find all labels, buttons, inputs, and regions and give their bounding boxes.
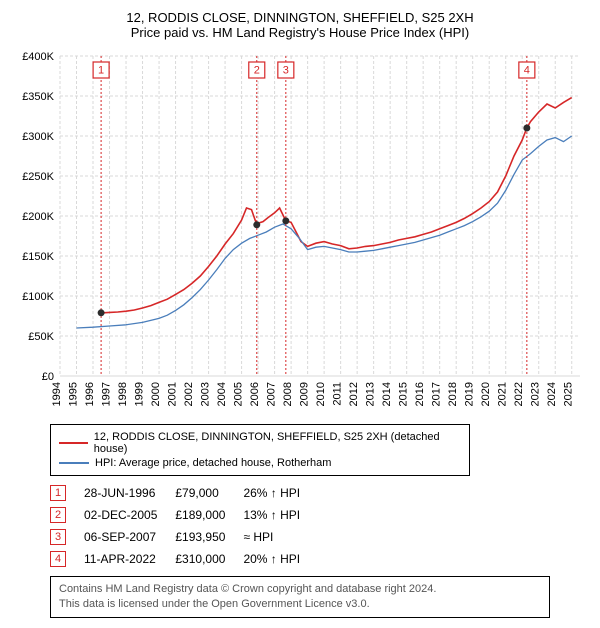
- svg-text:2006: 2006: [249, 382, 261, 406]
- svg-text:1: 1: [98, 64, 104, 76]
- legend-swatch: [59, 442, 88, 444]
- svg-text:£0: £0: [42, 371, 54, 383]
- svg-text:3: 3: [283, 64, 289, 76]
- event-date: 11-APR-2022: [84, 548, 175, 570]
- event-price: £310,000: [175, 548, 243, 570]
- table-row: 128-JUN-1996£79,00026% ↑ HPI: [50, 482, 318, 504]
- table-row: 202-DEC-2005£189,00013% ↑ HPI: [50, 504, 318, 526]
- svg-text:2025: 2025: [563, 382, 575, 406]
- svg-text:2011: 2011: [332, 382, 344, 406]
- event-date: 06-SEP-2007: [84, 526, 175, 548]
- event-price: £79,000: [175, 482, 243, 504]
- svg-text:2015: 2015: [398, 382, 410, 406]
- svg-text:2008: 2008: [282, 382, 294, 406]
- svg-text:1994: 1994: [51, 382, 63, 406]
- table-row: 306-SEP-2007£193,950≈ HPI: [50, 526, 318, 548]
- event-price: £193,950: [175, 526, 243, 548]
- svg-text:2010: 2010: [315, 382, 327, 406]
- svg-text:£150K: £150K: [22, 251, 54, 263]
- legend-row: HPI: Average price, detached house, Roth…: [59, 457, 461, 469]
- event-marker: 2: [50, 504, 84, 526]
- svg-text:1996: 1996: [84, 382, 96, 406]
- svg-text:£50K: £50K: [28, 331, 54, 343]
- chart-title: 12, RODDIS CLOSE, DINNINGTON, SHEFFIELD,…: [10, 10, 590, 40]
- svg-text:2002: 2002: [183, 382, 195, 406]
- legend-row: 12, RODDIS CLOSE, DINNINGTON, SHEFFIELD,…: [59, 431, 461, 455]
- svg-text:2001: 2001: [167, 382, 179, 406]
- svg-text:£400K: £400K: [22, 51, 54, 63]
- events-table: 128-JUN-1996£79,00026% ↑ HPI202-DEC-2005…: [50, 482, 318, 570]
- chart-area: £0 £50K £100K £150K £200K £250K £300K £350K £400…: [10, 46, 590, 416]
- svg-text:2012: 2012: [348, 382, 360, 406]
- event-price: £189,000: [175, 504, 243, 526]
- title-line-2: Price paid vs. HM Land Registry's House …: [10, 25, 590, 40]
- svg-text:2019: 2019: [464, 382, 476, 406]
- svg-text:2014: 2014: [381, 382, 393, 406]
- event-date: 02-DEC-2005: [84, 504, 175, 526]
- svg-text:2016: 2016: [414, 382, 426, 406]
- svg-text:2003: 2003: [200, 382, 212, 406]
- svg-text:2004: 2004: [216, 382, 228, 406]
- event-delta: 26% ↑ HPI: [243, 482, 318, 504]
- event-marker: 4: [50, 548, 84, 570]
- svg-text:2022: 2022: [513, 382, 525, 406]
- svg-text:1995: 1995: [68, 382, 80, 406]
- legend-label: HPI: Average price, detached house, Roth…: [95, 457, 331, 469]
- line-chart: £0 £50K £100K £150K £200K £250K £300K £350K £400…: [10, 46, 590, 416]
- svg-text:1998: 1998: [117, 382, 129, 406]
- svg-text:2: 2: [254, 64, 260, 76]
- event-marker: 1: [50, 482, 84, 504]
- svg-text:2000: 2000: [150, 382, 162, 406]
- footer-note: Contains HM Land Registry data © Crown c…: [50, 576, 550, 618]
- svg-text:1997: 1997: [101, 382, 113, 406]
- event-delta: ≈ HPI: [243, 526, 318, 548]
- svg-text:2023: 2023: [530, 382, 542, 406]
- svg-text:2005: 2005: [233, 382, 245, 406]
- svg-text:2018: 2018: [447, 382, 459, 406]
- legend-swatch: [59, 462, 89, 464]
- event-marker: 3: [50, 526, 84, 548]
- svg-text:2024: 2024: [546, 382, 558, 406]
- table-row: 411-APR-2022£310,00020% ↑ HPI: [50, 548, 318, 570]
- svg-text:2017: 2017: [431, 382, 443, 406]
- svg-text:£100K: £100K: [22, 291, 54, 303]
- legend: 12, RODDIS CLOSE, DINNINGTON, SHEFFIELD,…: [50, 424, 470, 476]
- svg-text:2007: 2007: [266, 382, 278, 406]
- svg-text:2013: 2013: [365, 382, 377, 406]
- title-line-1: 12, RODDIS CLOSE, DINNINGTON, SHEFFIELD,…: [10, 10, 590, 25]
- event-delta: 20% ↑ HPI: [243, 548, 318, 570]
- svg-text:2021: 2021: [497, 382, 509, 406]
- footer-line-1: Contains HM Land Registry data © Crown c…: [59, 582, 541, 597]
- svg-text:2020: 2020: [480, 382, 492, 406]
- event-delta: 13% ↑ HPI: [243, 504, 318, 526]
- svg-text:£250K: £250K: [22, 171, 54, 183]
- svg-text:£350K: £350K: [22, 91, 54, 103]
- svg-text:1999: 1999: [134, 382, 146, 406]
- footer-line-2: This data is licensed under the Open Gov…: [59, 597, 541, 612]
- svg-text:4: 4: [524, 64, 530, 76]
- svg-text:£200K: £200K: [22, 211, 54, 223]
- event-date: 28-JUN-1996: [84, 482, 175, 504]
- legend-label: 12, RODDIS CLOSE, DINNINGTON, SHEFFIELD,…: [94, 431, 461, 455]
- svg-text:£300K: £300K: [22, 131, 54, 143]
- svg-text:2009: 2009: [299, 382, 311, 406]
